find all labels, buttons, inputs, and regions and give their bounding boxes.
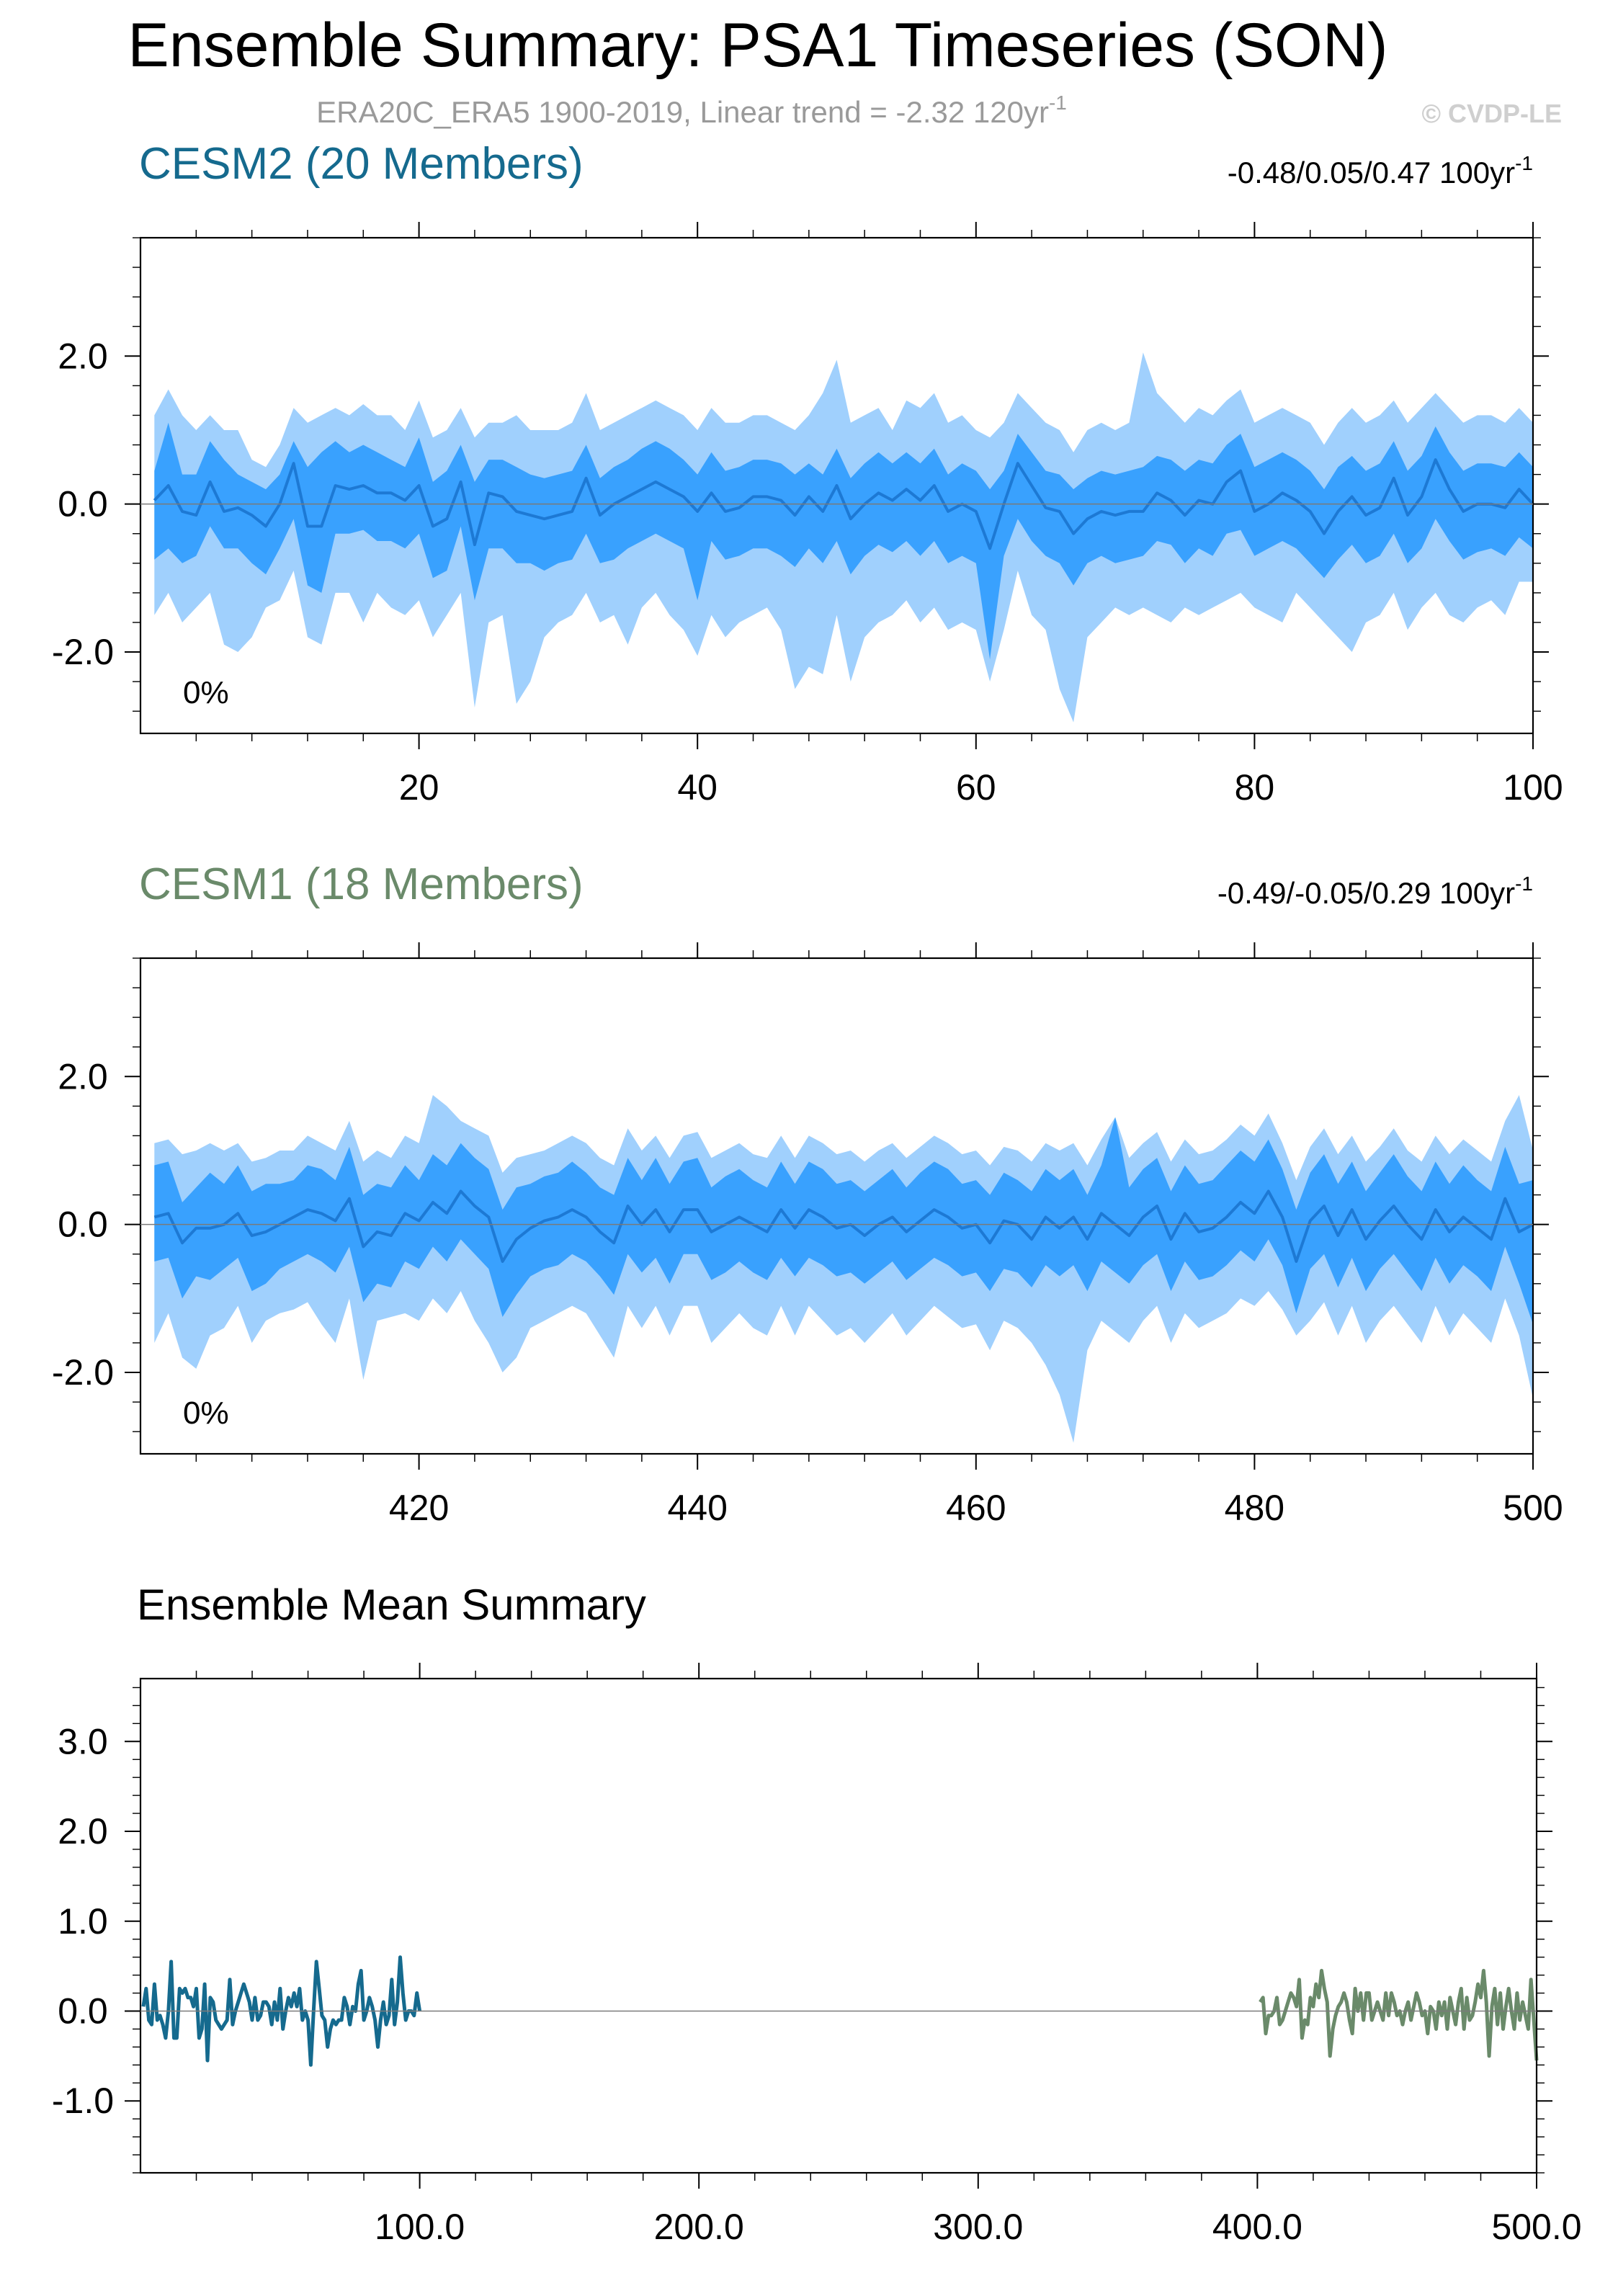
panel-cesm1-percent: 0% bbox=[183, 1395, 229, 1431]
panel-cesm2-y-tick-label: 0.0 bbox=[58, 484, 108, 524]
watermark: © CVDP-LE bbox=[1421, 99, 1562, 128]
panel-cesm1-axes: 420 440 460 480 500 -2.0 0.0 2.0 bbox=[52, 942, 1563, 1528]
panel-cesm2-frame bbox=[139, 236, 1534, 735]
panel-cesm1-frame bbox=[139, 957, 1534, 1455]
panel-cesm1-y-tick-label: 2.0 bbox=[58, 1056, 108, 1096]
panel-cesm1-y-tick-label: 0.0 bbox=[58, 1205, 108, 1245]
panel-cesm2-x-tick-label: 20 bbox=[399, 767, 439, 808]
panel-ensemble-mean-x-tick-label: 400.0 bbox=[1212, 2207, 1302, 2247]
panel-cesm1-x-tick-label: 500 bbox=[1503, 1488, 1563, 1528]
panel-cesm2-x-tick-label: 100 bbox=[1503, 767, 1563, 808]
panel-ensemble-mean-x-tick-label: 500.0 bbox=[1491, 2207, 1581, 2247]
panel-cesm1-x-tick-label: 440 bbox=[667, 1488, 727, 1528]
panel-cesm1-x-tick-label: 460 bbox=[946, 1488, 1006, 1528]
panel-cesm2-mean-line bbox=[153, 458, 1534, 550]
panel-cesm1-trend-text: -0.49/-0.05/0.29 100yr bbox=[1217, 876, 1515, 910]
panel-ensemble-mean-y-tick-label: 3.0 bbox=[58, 1721, 108, 1761]
panel-ensemble-mean-y-tick-label: -1.0 bbox=[52, 2081, 114, 2121]
panel-ensemble-mean-x-tick-label: 100.0 bbox=[375, 2207, 465, 2247]
panel-cesm2-y-tick-label: 2.0 bbox=[58, 336, 108, 376]
panel-ensemble-mean-y-tick-label: 1.0 bbox=[58, 1901, 108, 1942]
panel-ensemble-mean-x-tick-label: 200.0 bbox=[654, 2207, 744, 2247]
panel-cesm1-name: CESM1 (18 Members) bbox=[139, 859, 584, 909]
panel-ensemble-mean-lines bbox=[141, 1955, 1539, 2067]
subtitle-superscript: -1 bbox=[1049, 91, 1067, 114]
panel-cesm1-x-tick-label: 420 bbox=[389, 1488, 449, 1528]
panel-ensemble-mean-x-tick-label: 300.0 bbox=[933, 2207, 1023, 2247]
panel-cesm1-inner-band bbox=[154, 1117, 1533, 1325]
panel-cesm2-x-tick-label: 80 bbox=[1235, 767, 1275, 808]
panel-cesm1-y-tick-label: -2.0 bbox=[52, 1352, 114, 1393]
figure-title: Ensemble Summary: PSA1 Timeseries (SON) bbox=[128, 11, 1387, 80]
panel-cesm2-name: CESM2 (20 Members) bbox=[139, 139, 584, 189]
panel-cesm2-percent: 0% bbox=[183, 675, 229, 710]
panel-ensemble-mean-axes: 100.0 200.0 300.0 400.0 500.0 -1.0 0.0 1.0 2.0 3.… bbox=[52, 1663, 1582, 2247]
panel-cesm2-x-tick-label: 60 bbox=[956, 767, 996, 808]
panel-cesm2-x-tick-label: 40 bbox=[677, 767, 718, 808]
panel-cesm2-trend-text: -0.48/0.05/0.47 100yr bbox=[1228, 156, 1515, 189]
panel-cesm1-bands bbox=[153, 1095, 1534, 1443]
figure-subtitle: ERA20C_ERA5 1900-2019, Linear trend = -2… bbox=[316, 91, 1067, 129]
panel-cesm2-trend-sup: -1 bbox=[1515, 152, 1533, 174]
panel-cesm2-axes: 20 40 60 80 100 -2.0 0.0 2.0 bbox=[52, 222, 1563, 808]
panel-cesm2-y-tick-label: -2.0 bbox=[52, 632, 114, 672]
subtitle-text: ERA20C_ERA5 1900-2019, Linear trend = -2… bbox=[316, 95, 1049, 129]
ensemble-mean-series-cesm1 bbox=[1259, 1968, 1539, 2061]
panel-cesm2-bands bbox=[153, 352, 1534, 723]
panel-cesm2-trend: -0.48/0.05/0.47 100yr-1 bbox=[1228, 152, 1533, 189]
ensemble-mean-series-cesm2 bbox=[141, 1955, 422, 2067]
panel-cesm1-trend-sup: -1 bbox=[1515, 872, 1533, 895]
panel-ensemble-mean-y-tick-label: 2.0 bbox=[58, 1811, 108, 1851]
panel-cesm2: CESM2 (20 Members) -0.48/0.05/0.47 100yr… bbox=[52, 139, 1563, 808]
panel-ensemble-mean-frame bbox=[139, 1677, 1538, 2174]
panel-cesm1-trend: -0.49/-0.05/0.29 100yr-1 bbox=[1217, 872, 1533, 910]
panel-cesm1: CESM1 (18 Members) -0.49/-0.05/0.29 100y… bbox=[52, 859, 1563, 1528]
panel-cesm2-inner-band bbox=[154, 422, 1533, 660]
panel-ensemble-mean-title: Ensemble Mean Summary bbox=[137, 1581, 646, 1629]
panel-ensemble-mean-y-tick-label: 0.0 bbox=[58, 1991, 108, 2031]
panel-cesm1-x-tick-label: 480 bbox=[1225, 1488, 1284, 1528]
panel-cesm1-mean-line bbox=[153, 1189, 1534, 1263]
panel-ensemble-mean: Ensemble Mean Summary 100.0 200.0 300.0 400… bbox=[52, 1581, 1582, 2247]
